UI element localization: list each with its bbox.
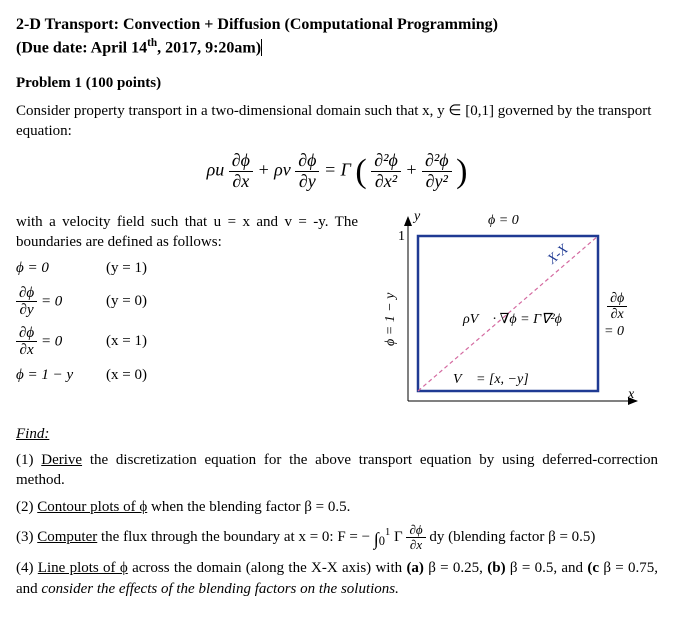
bc-and-diagram: with a velocity field such that u = x an… (16, 206, 658, 416)
eq-num: ∂ϕ (229, 151, 253, 172)
bc3-left: ∂ϕ ∂x = 0 (16, 325, 106, 359)
bc2-right: (y = 0) (106, 291, 147, 311)
diagram-gov-eq: ρV⃗ · ∇ϕ = Γ∇²ϕ (463, 311, 562, 330)
bc2-num: ∂ϕ (16, 285, 37, 303)
eq-den2: ∂y (295, 172, 319, 192)
i3-frac-num: ∂ϕ (406, 523, 425, 538)
main-equation: ρu ∂ϕ ∂x + ρv ∂ϕ ∂y = Γ ( ∂²ϕ ∂x² + ∂²ϕ … (16, 151, 658, 192)
eq-lparen: ( (355, 158, 366, 185)
i3-num: (3) (16, 529, 37, 545)
problem-heading: Problem 1 (100 points) (16, 73, 658, 93)
i4-c: (c (587, 560, 599, 576)
i1-underline: Derive (41, 452, 82, 468)
eq-frac-d2x: ∂²ϕ ∂x² (371, 151, 401, 192)
intro-paragraph: Consider property transport in a two-dim… (16, 101, 658, 142)
i2-num: (2) (16, 499, 37, 515)
eq-frac-dphidy: ∂ϕ ∂y (295, 151, 319, 192)
eq-frac-dphidx: ∂ϕ ∂x (229, 151, 253, 192)
eq-rparen: ) (456, 158, 467, 185)
i3-dy: dy (426, 529, 445, 545)
eq-rho-u: ρu (207, 160, 225, 180)
eq-den4: ∂y² (422, 172, 452, 192)
find-heading: Find: (16, 424, 658, 444)
eq-den: ∂x (229, 172, 253, 192)
eq-plus2: + (405, 160, 422, 180)
due-suffix: , 2017, 9:20am) (157, 39, 261, 56)
i4-av: β = 0.25, (424, 560, 487, 576)
diagram-top-bc: ϕ = 0 (488, 212, 519, 231)
bc3-tail: = 0 (37, 333, 62, 349)
bc4-right: (x = 0) (106, 365, 147, 385)
i4-b: (b) (487, 560, 505, 576)
i4-underline: Line plots of ϕ (38, 560, 128, 576)
text-cursor (261, 39, 266, 56)
i3-frac: ∂ϕ ∂x (406, 523, 425, 553)
item-2: (2) Contour plots of ϕ when the blending… (16, 497, 658, 517)
bc3-right: (x = 1) (106, 331, 147, 351)
eq-den3: ∂x² (371, 172, 401, 192)
bc2-tail: = 0 (37, 293, 62, 309)
diagram-right-num: ∂ϕ (607, 291, 627, 307)
eq-num2: ∂ϕ (295, 151, 319, 172)
bc3-den: ∂x (16, 342, 37, 359)
eq-num3: ∂²ϕ (371, 151, 401, 172)
i1-num: (1) (16, 452, 41, 468)
eq-plus1: + (257, 160, 274, 180)
diagram-right-eq: = 0 (604, 323, 624, 342)
bc-row-3: ∂ϕ ∂x = 0 (x = 1) (16, 325, 358, 359)
title-line-1: 2-D Transport: Convection + Diffusion (C… (16, 14, 658, 36)
diagram-left-bc: ϕ = 1 − y (382, 293, 401, 346)
title-line-2: (Due date: April 14th, 2017, 9:20am) (16, 36, 658, 59)
i4-italic: consider the effects of the blending fac… (41, 581, 398, 597)
i3-underline: Computer (37, 529, 97, 545)
eq-equals-gamma: = Γ (324, 160, 351, 180)
eq-frac-d2y: ∂²ϕ ∂y² (422, 151, 452, 192)
diagram-one: 1 (398, 228, 405, 247)
diagram-right-bc: ∂ϕ ∂x = 0 (604, 291, 627, 361)
eq-num4: ∂²ϕ (422, 151, 452, 172)
i4-a: (a) (406, 560, 424, 576)
bc3-num: ∂ϕ (16, 325, 37, 343)
bc2-den: ∂y (16, 302, 37, 319)
bc-row-2: ∂ϕ ∂y = 0 (y = 0) (16, 285, 358, 319)
i3-tail: (blending factor β = 0.5) (444, 529, 595, 545)
bc-column: with a velocity field such that u = x an… (16, 206, 358, 391)
i4-mid: across the domain (along the X-X axis) w… (128, 560, 407, 576)
bc-row-1: ϕ = 0 (y = 1) (16, 258, 358, 278)
i2-rest: when the blending factor β = 0.5. (147, 499, 350, 515)
bc1-right: (y = 1) (106, 258, 147, 278)
velocity-text: with a velocity field such that u = x an… (16, 212, 358, 253)
bc4-left: ϕ = 1 − y (16, 365, 106, 385)
item-4: (4) Line plots of ϕ across the domain (a… (16, 558, 658, 599)
diagram-right-den: ∂x (607, 307, 627, 322)
diagram-x-label: x (628, 386, 634, 405)
domain-diagram: y x 1 ϕ = 0 ϕ = 1 − y ∂ϕ ∂x = 0 X-X ρV⃗ … (368, 206, 648, 416)
i4-num: (4) (16, 560, 38, 576)
bc1-left: ϕ = 0 (16, 258, 106, 278)
bc-row-4: ϕ = 1 − y (x = 0) (16, 365, 358, 385)
i2-underline: Contour plots of ϕ (37, 499, 147, 515)
i3-frac-den: ∂x (406, 538, 425, 552)
due-prefix: (Due date: April 14 (16, 39, 147, 56)
diagram-y-label: y (414, 208, 420, 227)
bc2-left: ∂ϕ ∂y = 0 (16, 285, 106, 319)
item-3: (3) Computer the flux through the bounda… (16, 523, 658, 553)
item-1: (1) Derive the discretization equation f… (16, 450, 658, 491)
i3-mid: the flux through the boundary at x = 0: … (97, 529, 374, 545)
diagram-vvec: V⃗ = [x, −y] (453, 371, 529, 390)
eq-rho-v: ρv (274, 160, 291, 180)
i4-bv: β = 0.5, and (506, 560, 588, 576)
diagram-column: y x 1 ϕ = 0 ϕ = 1 − y ∂ϕ ∂x = 0 X-X ρV⃗ … (368, 206, 658, 416)
i1-rest: the discretization equation for the abov… (16, 452, 658, 488)
due-sup: th (147, 37, 157, 49)
i3-gamma: Γ (390, 529, 402, 545)
